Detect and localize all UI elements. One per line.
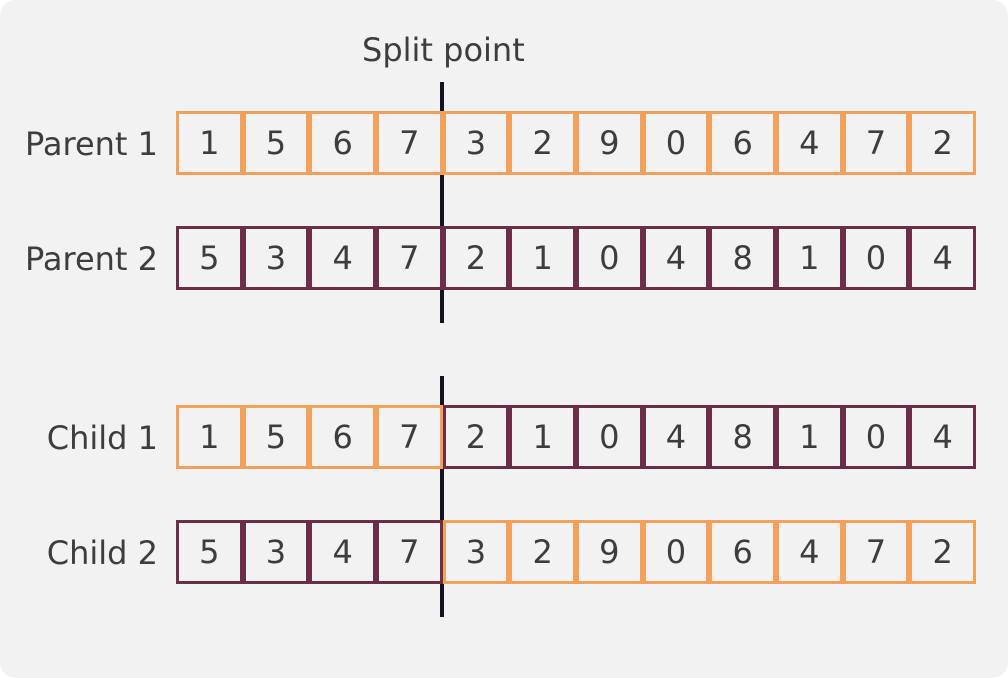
child-1-label: Child 1	[46, 419, 158, 457]
gene-cell: 7	[842, 520, 910, 584]
parent-2-label: Parent 2	[25, 240, 158, 278]
gene-cell: 2	[442, 405, 510, 469]
gene-cell: 7	[376, 405, 443, 469]
gene-cell: 2	[909, 520, 976, 584]
gene-cell: 4	[309, 520, 376, 584]
gene-cell: 1	[776, 226, 843, 290]
gene-cell: 2	[509, 111, 576, 175]
split-line-children	[440, 376, 444, 617]
gene-cell: 7	[842, 111, 910, 175]
gene-cell: 5	[176, 520, 243, 584]
gene-cell: 4	[909, 405, 976, 469]
gene-cell: 2	[909, 111, 976, 175]
gene-cell: 6	[309, 111, 376, 175]
gene-cell: 9	[576, 520, 643, 584]
gene-cell: 1	[176, 111, 243, 175]
gene-cell: 3	[242, 226, 310, 290]
gene-cell: 6	[709, 111, 776, 175]
gene-cell: 1	[176, 405, 243, 469]
gene-cell: 9	[576, 111, 643, 175]
parent-1-label: Parent 1	[25, 125, 158, 163]
gene-cell: 5	[242, 111, 310, 175]
gene-cell: 2	[509, 520, 576, 584]
gene-cell: 6	[709, 520, 776, 584]
gene-cell: 2	[442, 226, 510, 290]
gene-cell: 0	[642, 111, 710, 175]
split-line-parents	[440, 82, 444, 323]
gene-cell: 3	[442, 520, 510, 584]
gene-cell: 7	[376, 226, 443, 290]
gene-cell: 1	[509, 405, 576, 469]
gene-cell: 0	[842, 405, 910, 469]
gene-cell: 6	[309, 405, 376, 469]
child-2-label: Child 2	[46, 534, 158, 572]
gene-cell: 7	[376, 520, 443, 584]
split-point-label: Split point	[362, 31, 525, 69]
gene-cell: 3	[442, 111, 510, 175]
gene-cell: 0	[576, 405, 643, 469]
gene-cell: 0	[576, 226, 643, 290]
gene-cell: 1	[509, 226, 576, 290]
gene-cell: 7	[376, 111, 443, 175]
gene-cell: 4	[642, 226, 710, 290]
gene-cell: 8	[709, 405, 776, 469]
gene-cell: 1	[776, 405, 843, 469]
gene-cell: 0	[642, 520, 710, 584]
gene-cell: 0	[842, 226, 910, 290]
gene-cell: 3	[242, 520, 310, 584]
gene-cell: 5	[176, 226, 243, 290]
gene-cell: 4	[776, 520, 843, 584]
gene-cell: 4	[642, 405, 710, 469]
gene-cell: 4	[776, 111, 843, 175]
gene-cell: 5	[242, 405, 310, 469]
gene-cell: 4	[309, 226, 376, 290]
gene-cell: 8	[709, 226, 776, 290]
gene-cell: 4	[909, 226, 976, 290]
